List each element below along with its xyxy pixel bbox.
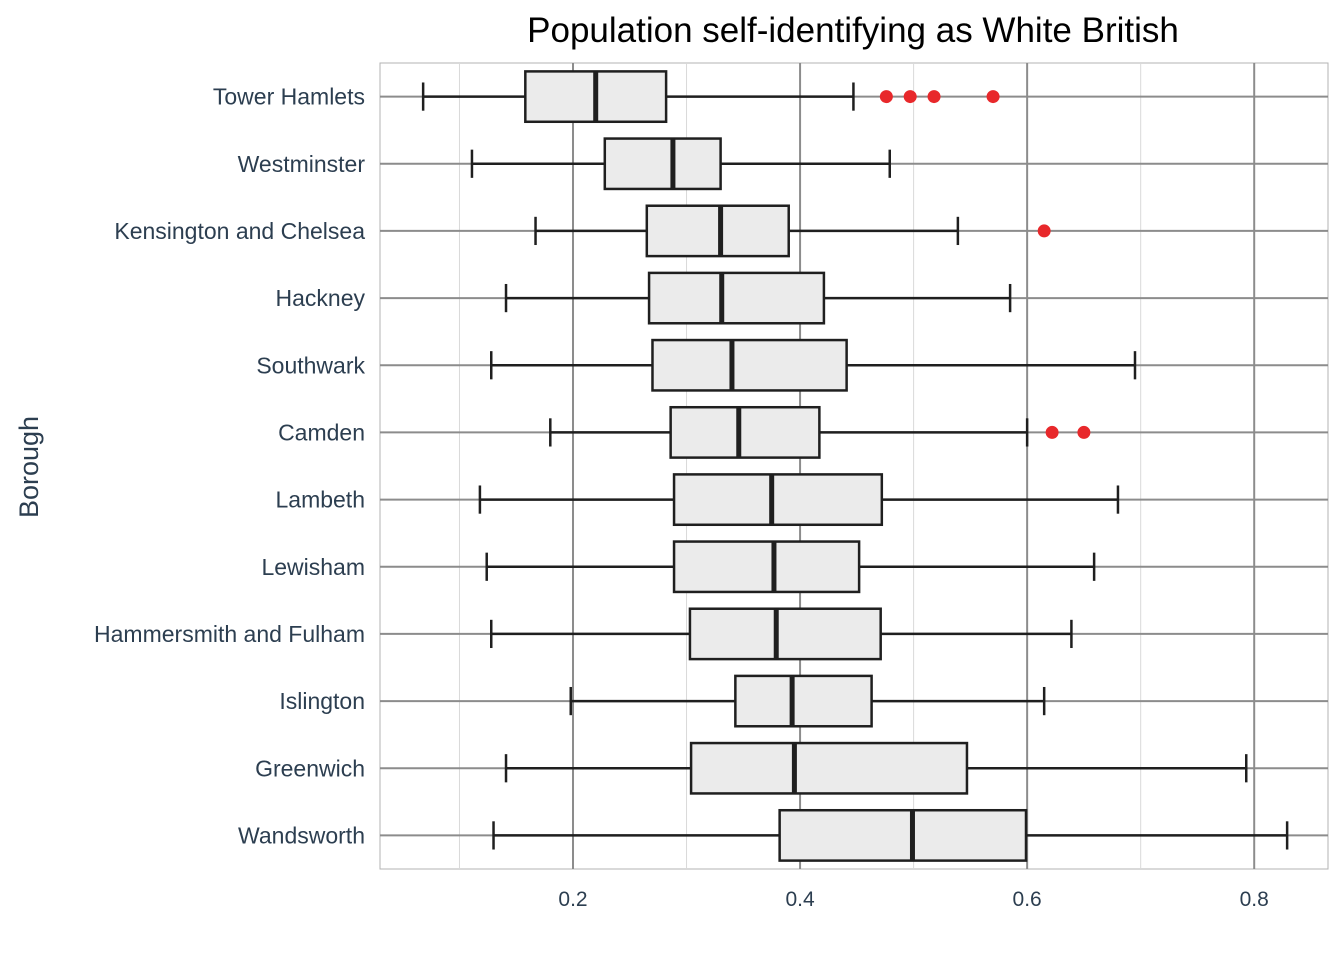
outlier-point [986, 90, 1000, 104]
outlier-point [903, 90, 917, 104]
box-iqr [603, 137, 722, 191]
grid-lines [458, 63, 1256, 869]
box-group [485, 540, 1096, 594]
box-group [470, 137, 892, 191]
box-iqr [647, 271, 826, 325]
x-tick-label: 0.4 [785, 888, 815, 911]
box-group [490, 338, 1137, 392]
y-tick-label: Lambeth [275, 487, 365, 513]
y-tick-label: Hackney [276, 285, 366, 311]
box-iqr [651, 338, 848, 392]
y-tick-labels: Tower Hamlets Westminster Kensington and C… [94, 84, 365, 849]
y-tick-label: Hammersmith and Fulham [94, 621, 365, 647]
boxes-layer [421, 70, 1289, 862]
x-tick-labels: 0.2 0.4 0.6 0.8 [558, 888, 1268, 911]
x-tick-label: 0.2 [558, 888, 587, 911]
box-iqr [672, 473, 884, 527]
box-group [421, 70, 1000, 124]
box-group [492, 808, 1289, 862]
box-iqr [688, 607, 882, 661]
outlier-point [1045, 425, 1059, 439]
y-tick-label: Westminster [238, 151, 366, 177]
box-group [490, 607, 1073, 661]
plot-panel [379, 62, 1329, 870]
y-tick-label: Southwark [256, 352, 365, 378]
outlier-point [1077, 425, 1091, 439]
box-group [478, 473, 1120, 527]
y-tick-label: Wandsworth [238, 822, 365, 848]
y-tick-label: Islington [279, 688, 365, 714]
box-iqr [645, 204, 790, 258]
box-group [504, 741, 1248, 795]
y-axis-label: Borough [14, 416, 44, 518]
box-group [534, 204, 1051, 258]
chart-title: Population self-identifying as White Bri… [527, 11, 1179, 50]
y-tick-label: Kensington and Chelsea [114, 218, 365, 244]
x-tick-label: 0.8 [1240, 888, 1269, 911]
box-iqr [734, 674, 873, 728]
box-group [569, 674, 1046, 728]
box-iqr [672, 540, 861, 594]
box-iqr [689, 741, 969, 795]
y-tick-label: Lewisham [261, 554, 365, 580]
outlier-point [1037, 224, 1051, 238]
x-tick-label: 0.6 [1013, 888, 1042, 911]
outlier-point [927, 90, 941, 104]
box-iqr [669, 405, 821, 459]
box-group [504, 271, 1012, 325]
y-tick-label: Greenwich [255, 755, 365, 781]
box-iqr [778, 808, 1028, 862]
y-tick-label: Tower Hamlets [213, 84, 365, 110]
box-group [549, 405, 1091, 459]
y-tick-label: Camden [278, 419, 365, 445]
outlier-point [879, 90, 893, 104]
